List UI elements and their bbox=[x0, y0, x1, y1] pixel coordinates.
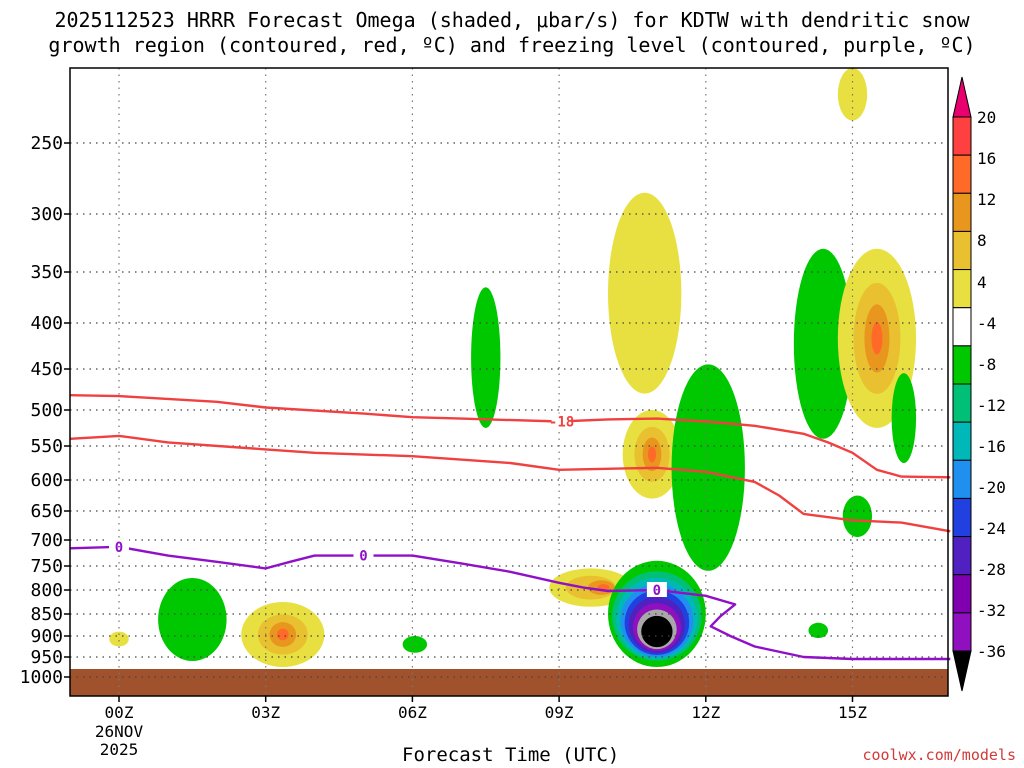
colorbar-box-11 bbox=[952, 536, 972, 576]
colorbar-label-10: -24 bbox=[977, 519, 1006, 538]
colorbar-box-8 bbox=[952, 421, 972, 461]
colorbar-label-9: -20 bbox=[977, 478, 1006, 497]
colorbar-box-7 bbox=[952, 383, 972, 423]
colorbar-box-4 bbox=[952, 269, 972, 309]
omega-region-yellow-1500z-16 bbox=[871, 322, 883, 355]
colorbar-label-7: -12 bbox=[977, 396, 1006, 415]
contour-dgz-top bbox=[70, 394, 951, 479]
colorbar-box-10 bbox=[952, 497, 972, 538]
x-tick-label-03Z: 03Z bbox=[251, 703, 280, 722]
omega-region-green-1200z bbox=[671, 364, 745, 571]
y-tick-label-600: 600 bbox=[30, 470, 63, 491]
x-tick-label-15Z: 15Z bbox=[838, 703, 867, 722]
x-tick-date: 26NOV bbox=[95, 722, 144, 741]
x-tick-label-06Z: 06Z bbox=[398, 703, 427, 722]
contour-lines: 0 0 0 -18 bbox=[70, 394, 951, 661]
y-tick-label-300: 300 bbox=[30, 204, 63, 225]
x-tick-label-12Z: 12Z bbox=[691, 703, 720, 722]
omega-region-green-0600z bbox=[402, 636, 428, 653]
y-tick-label-350: 350 bbox=[30, 262, 63, 283]
y-tick-label-750: 750 bbox=[30, 556, 63, 577]
y-tick-label-800: 800 bbox=[30, 580, 63, 601]
contour-label-freezing-05z-bg bbox=[353, 547, 374, 563]
grid bbox=[70, 68, 948, 696]
omega-region-yellow-0300z-16 bbox=[276, 628, 289, 641]
x-tick-year: 2025 bbox=[100, 740, 139, 759]
colorbar-label-13: -36 bbox=[977, 642, 1006, 661]
colorbar-label-5: -4 bbox=[977, 314, 996, 333]
contour-label-freezing-05z: 0 bbox=[359, 549, 367, 565]
colorbar-label-11: -28 bbox=[977, 560, 1006, 579]
omega-region-yellow-0000z bbox=[109, 631, 129, 647]
y-tick-label-450: 450 bbox=[30, 359, 63, 380]
colorbar-box-6 bbox=[952, 345, 972, 385]
colorbar-box-1 bbox=[952, 154, 972, 194]
contour-dgz-bottom bbox=[70, 434, 951, 533]
colorbar-box-2 bbox=[952, 192, 972, 232]
colorbar-label-12: -32 bbox=[977, 601, 1006, 620]
colorbar-label-4: 4 bbox=[977, 273, 987, 292]
colorbar-label-6: -8 bbox=[977, 355, 996, 374]
y-tick-label-500: 500 bbox=[30, 400, 63, 421]
omega-region-green-0200z bbox=[158, 578, 227, 661]
chart-title-line1: 2025112523 HRRR Forecast Omega (shaded, … bbox=[54, 8, 970, 32]
omega-region-green-1400z bbox=[808, 622, 829, 639]
y-tick-label-900: 900 bbox=[30, 626, 63, 647]
x-axis-title: Forecast Time (UTC) bbox=[402, 744, 620, 766]
colorbar-box-3 bbox=[952, 230, 972, 271]
colorbar-label-1: 16 bbox=[977, 149, 996, 168]
omega-shading bbox=[70, 68, 948, 696]
y-tick-label-400: 400 bbox=[30, 313, 63, 334]
colorbar-label-2: 12 bbox=[977, 190, 996, 209]
colorbar-box-5 bbox=[952, 307, 972, 347]
colorbar-box-13 bbox=[952, 612, 972, 652]
ground-layer bbox=[70, 669, 948, 696]
colorbar-label-8: -16 bbox=[977, 437, 1006, 456]
axes: 2503003504004505005506006507007508008509… bbox=[20, 67, 949, 759]
y-tick-label-850: 850 bbox=[30, 604, 63, 625]
colorbar-bottom-arrow bbox=[952, 650, 972, 692]
chart-title-line2: growth region (contoured, red, ºC) and f… bbox=[48, 33, 976, 57]
omega-region-yellow-1100z-mid-16 bbox=[647, 446, 657, 463]
colorbar: 20 16 12 8 4 -4 -8 -12 -16 -20 -24 -28 -32 -36 bbox=[952, 76, 1006, 692]
contour-label-dgz: -18 bbox=[549, 415, 574, 431]
y-tick-label-950: 950 bbox=[30, 647, 63, 668]
x-tick-label-00Z: 00Z bbox=[105, 703, 134, 722]
y-tick-label-1000: 1000 bbox=[20, 667, 63, 688]
omega-region-green-1330z bbox=[793, 248, 853, 439]
credit-link[interactable]: coolwx.com/models bbox=[862, 746, 1016, 764]
colorbar-top-arrow bbox=[952, 76, 972, 118]
omega-region-green-1600z bbox=[891, 373, 917, 463]
omega-region-green-0930z-upper bbox=[471, 287, 501, 428]
plot-frame bbox=[69, 67, 949, 697]
colorbar-box-0 bbox=[952, 116, 972, 156]
omega-region-strong-core-1100z-ring-8 bbox=[641, 615, 673, 648]
contour-label-freezing-11z: 0 bbox=[653, 583, 661, 599]
contour-label-freezing-00z-bg bbox=[109, 538, 129, 554]
contour-label-dgz-bg bbox=[551, 413, 572, 429]
y-tick-label-250: 250 bbox=[30, 133, 63, 154]
colorbar-box-9 bbox=[952, 459, 972, 499]
y-tick-label-700: 700 bbox=[30, 530, 63, 551]
omega-region-green-1500z-mid bbox=[842, 495, 873, 538]
y-tick-label-550: 550 bbox=[30, 436, 63, 457]
y-tick-label-650: 650 bbox=[30, 501, 63, 522]
omega-region-yellow-1000z-upper bbox=[608, 192, 682, 394]
colorbar-label-3: 8 bbox=[977, 231, 987, 250]
contour-label-freezing-11z-bg bbox=[646, 582, 667, 597]
colorbar-label-0: 20 bbox=[977, 108, 996, 127]
colorbar-box-12 bbox=[952, 574, 972, 614]
ground bbox=[70, 669, 948, 696]
contour-freezing-level bbox=[70, 545, 951, 661]
x-tick-label-09Z: 09Z bbox=[545, 703, 574, 722]
contour-label-freezing-00z: 0 bbox=[115, 540, 123, 556]
